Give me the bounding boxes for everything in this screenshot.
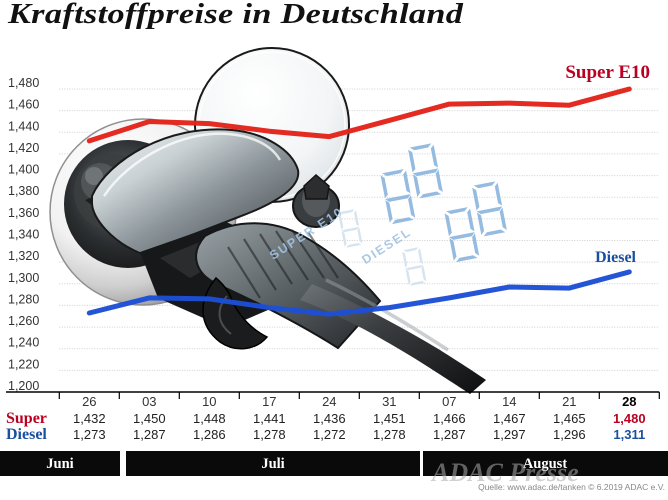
svg-text:1,400: 1,400 bbox=[8, 163, 39, 177]
svg-text:1,272: 1,272 bbox=[313, 427, 346, 442]
svg-text:21: 21 bbox=[562, 394, 576, 409]
svg-text:Super E10: Super E10 bbox=[565, 62, 650, 83]
svg-text:1,200: 1,200 bbox=[8, 379, 39, 393]
svg-text:Juni: Juni bbox=[46, 456, 73, 472]
svg-text:1,450: 1,450 bbox=[133, 411, 166, 426]
svg-text:1,480: 1,480 bbox=[8, 76, 39, 90]
svg-text:1,380: 1,380 bbox=[8, 184, 39, 198]
svg-text:1,296: 1,296 bbox=[553, 427, 586, 442]
svg-text:1,297: 1,297 bbox=[493, 427, 526, 442]
svg-text:1,278: 1,278 bbox=[253, 427, 286, 442]
svg-text:1,441: 1,441 bbox=[253, 411, 286, 426]
svg-text:1,460: 1,460 bbox=[8, 98, 39, 112]
svg-text:1,286: 1,286 bbox=[193, 427, 226, 442]
svg-text:1,240: 1,240 bbox=[8, 336, 39, 350]
svg-text:1,287: 1,287 bbox=[433, 427, 466, 442]
svg-text:1,300: 1,300 bbox=[8, 271, 39, 285]
svg-text:1,287: 1,287 bbox=[133, 427, 166, 442]
svg-text:1,436: 1,436 bbox=[313, 411, 346, 426]
svg-text:Quelle: www.adac.de/tanken ©: Quelle: www.adac.de/tanken © 6.2019 ADAC… bbox=[478, 482, 665, 492]
svg-text:07: 07 bbox=[442, 394, 456, 409]
svg-text:1,273: 1,273 bbox=[73, 427, 106, 442]
svg-text:31: 31 bbox=[382, 394, 396, 409]
svg-text:1,311: 1,311 bbox=[613, 427, 645, 442]
svg-text:Diesel: Diesel bbox=[6, 426, 47, 443]
svg-text:14: 14 bbox=[502, 394, 516, 409]
svg-text:Super: Super bbox=[6, 410, 47, 427]
svg-text:10: 10 bbox=[202, 394, 216, 409]
svg-text:24: 24 bbox=[322, 394, 336, 409]
svg-text:1,320: 1,320 bbox=[8, 249, 39, 263]
svg-text:03: 03 bbox=[142, 394, 156, 409]
svg-text:1,465: 1,465 bbox=[553, 411, 586, 426]
svg-text:1,467: 1,467 bbox=[493, 411, 526, 426]
svg-text:1,360: 1,360 bbox=[8, 206, 39, 220]
svg-text:Diesel: Diesel bbox=[595, 249, 636, 266]
svg-text:1,448: 1,448 bbox=[193, 411, 226, 426]
svg-text:1,420: 1,420 bbox=[8, 141, 39, 155]
svg-text:1,466: 1,466 bbox=[433, 411, 466, 426]
svg-text:1,451: 1,451 bbox=[373, 411, 406, 426]
svg-text:26: 26 bbox=[82, 394, 96, 409]
svg-text:1,260: 1,260 bbox=[8, 314, 39, 328]
svg-text:17: 17 bbox=[262, 394, 276, 409]
svg-text:28: 28 bbox=[622, 394, 636, 409]
svg-text:1,340: 1,340 bbox=[8, 228, 39, 242]
svg-text:1,220: 1,220 bbox=[8, 357, 39, 371]
svg-text:1,278: 1,278 bbox=[373, 427, 406, 442]
svg-text:1,432: 1,432 bbox=[73, 411, 106, 426]
svg-text:1,480: 1,480 bbox=[613, 411, 646, 426]
svg-text:1,440: 1,440 bbox=[8, 119, 39, 133]
svg-text:Juli: Juli bbox=[261, 456, 284, 472]
svg-text:1,280: 1,280 bbox=[8, 292, 39, 306]
